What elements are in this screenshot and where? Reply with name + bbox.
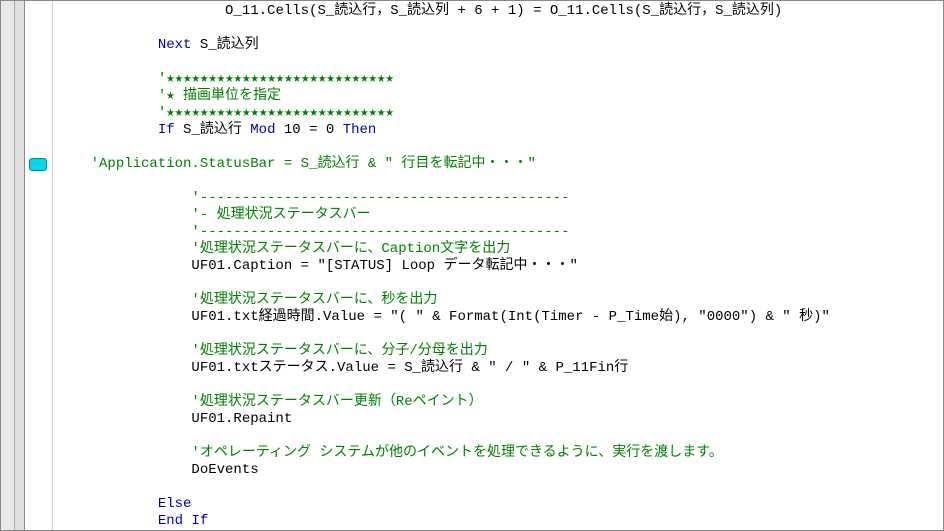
code-line[interactable]: '処理状況ステータスバーに、Caption文字を出力 [57,241,943,258]
code-line[interactable] [57,377,943,394]
code-line[interactable]: '処理状況ステータスバーに、秒を出力 [57,292,943,309]
code-line[interactable]: UF01.Caption = "[STATUS] Loop データ転記中・・・" [57,258,943,275]
code-line[interactable]: O_11.Cells(S_読込行，S_読込列 + 6 + 1) = O_11.C… [57,3,943,20]
code-line[interactable]: UF01.txtステータス.Value = S_読込行 & " / " & P_… [57,360,943,377]
code-line[interactable]: Next S_読込列 [57,37,943,54]
code-line[interactable]: '★★★★★★★★★★★★★★★★★★★★★★★★★★★ [57,105,943,122]
code-line[interactable] [57,428,943,445]
code-line[interactable]: '★ 描画単位を指定 [57,88,943,105]
code-line[interactable]: '---------------------------------------… [57,190,943,207]
code-line[interactable] [57,173,943,190]
code-line[interactable] [57,54,943,71]
code-line[interactable] [57,139,943,156]
code-editor[interactable]: O_11.Cells(S_読込行，S_読込列 + 6 + 1) = O_11.C… [53,1,943,530]
code-line[interactable]: If S_読込行 Mod 10 = 0 Then [57,122,943,139]
code-line[interactable] [57,326,943,343]
code-line[interactable]: 'オペレーティング システムが他のイベントを処理できるように、実行を渡します。 [57,445,943,462]
code-line[interactable]: DoEvents [57,462,943,479]
code-line[interactable]: '処理状況ステータスバーに、分子/分母を出力 [57,343,943,360]
code-line[interactable]: UF01.txt経過時間.Value = "( " & Format(Int(T… [57,309,943,326]
code-line[interactable]: Else [57,496,943,513]
breakpoint-marker[interactable] [29,158,47,171]
code-line[interactable] [57,275,943,292]
code-line[interactable]: UF01.Repaint [57,411,943,428]
code-line[interactable]: '処理状況ステータスバー更新（Reペイント） [57,394,943,411]
code-line[interactable] [57,20,943,37]
editor-window: O_11.Cells(S_読込行，S_読込列 + 6 + 1) = O_11.C… [0,0,944,531]
breakpoint-margin[interactable] [25,1,53,530]
outer-gutter [1,1,15,530]
code-line[interactable]: 'Application.StatusBar = S_読込行 & " 行目を転記… [57,156,943,173]
code-line[interactable]: End If [57,513,943,530]
code-line[interactable]: '★★★★★★★★★★★★★★★★★★★★★★★★★★★ [57,71,943,88]
code-line[interactable]: '---------------------------------------… [57,224,943,241]
code-line[interactable]: '- 処理状況ステータスバー [57,207,943,224]
code-line[interactable] [57,479,943,496]
gap-strip [15,1,25,530]
